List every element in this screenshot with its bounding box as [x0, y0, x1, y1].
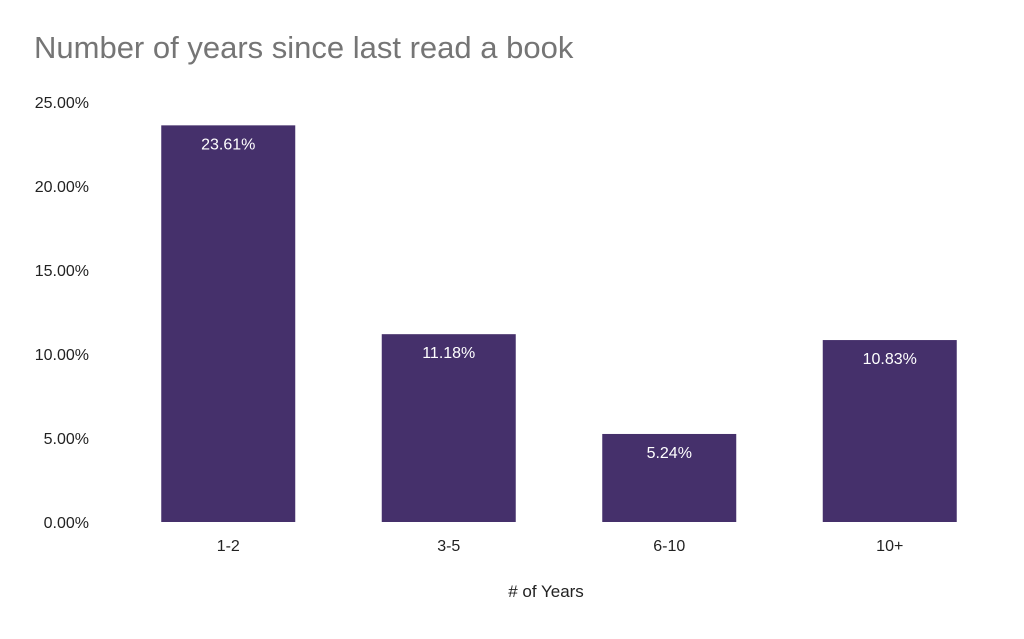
y-tick-label: 0.00%: [44, 515, 89, 532]
bar-10+: [822, 340, 957, 522]
y-tick-label: 15.00%: [35, 263, 89, 280]
bars-group: [161, 125, 957, 523]
y-axis: 0.00% 5.00% 10.00% 15.00% 20.00% 25.00%: [35, 95, 89, 532]
x-tick-label: 3-5: [437, 538, 460, 555]
y-tick-label: 20.00%: [35, 179, 89, 196]
bar-6-10: [602, 433, 737, 522]
data-label: 5.24%: [647, 445, 692, 462]
bar-3-5: [381, 334, 516, 522]
data-label: 11.18%: [422, 345, 475, 362]
x-tick-label: 6-10: [653, 538, 685, 555]
x-axis: 1-2 3-5 6-10 10+: [217, 538, 904, 555]
bar-1-2: [161, 125, 296, 523]
x-tick-label: 1-2: [217, 538, 240, 555]
data-label: 10.83%: [863, 351, 917, 368]
y-tick-label: 5.00%: [44, 431, 89, 448]
data-label: 23.61%: [201, 136, 255, 153]
x-axis-title: # of Years: [508, 582, 584, 601]
y-tick-label: 10.00%: [35, 347, 89, 364]
y-tick-label: 25.00%: [35, 95, 89, 112]
x-tick-label: 10+: [876, 538, 903, 555]
chart-title: Number of years since last read a book: [34, 30, 574, 65]
value-labels-group: 23.61% 11.18% 5.24% 10.83%: [201, 136, 917, 462]
